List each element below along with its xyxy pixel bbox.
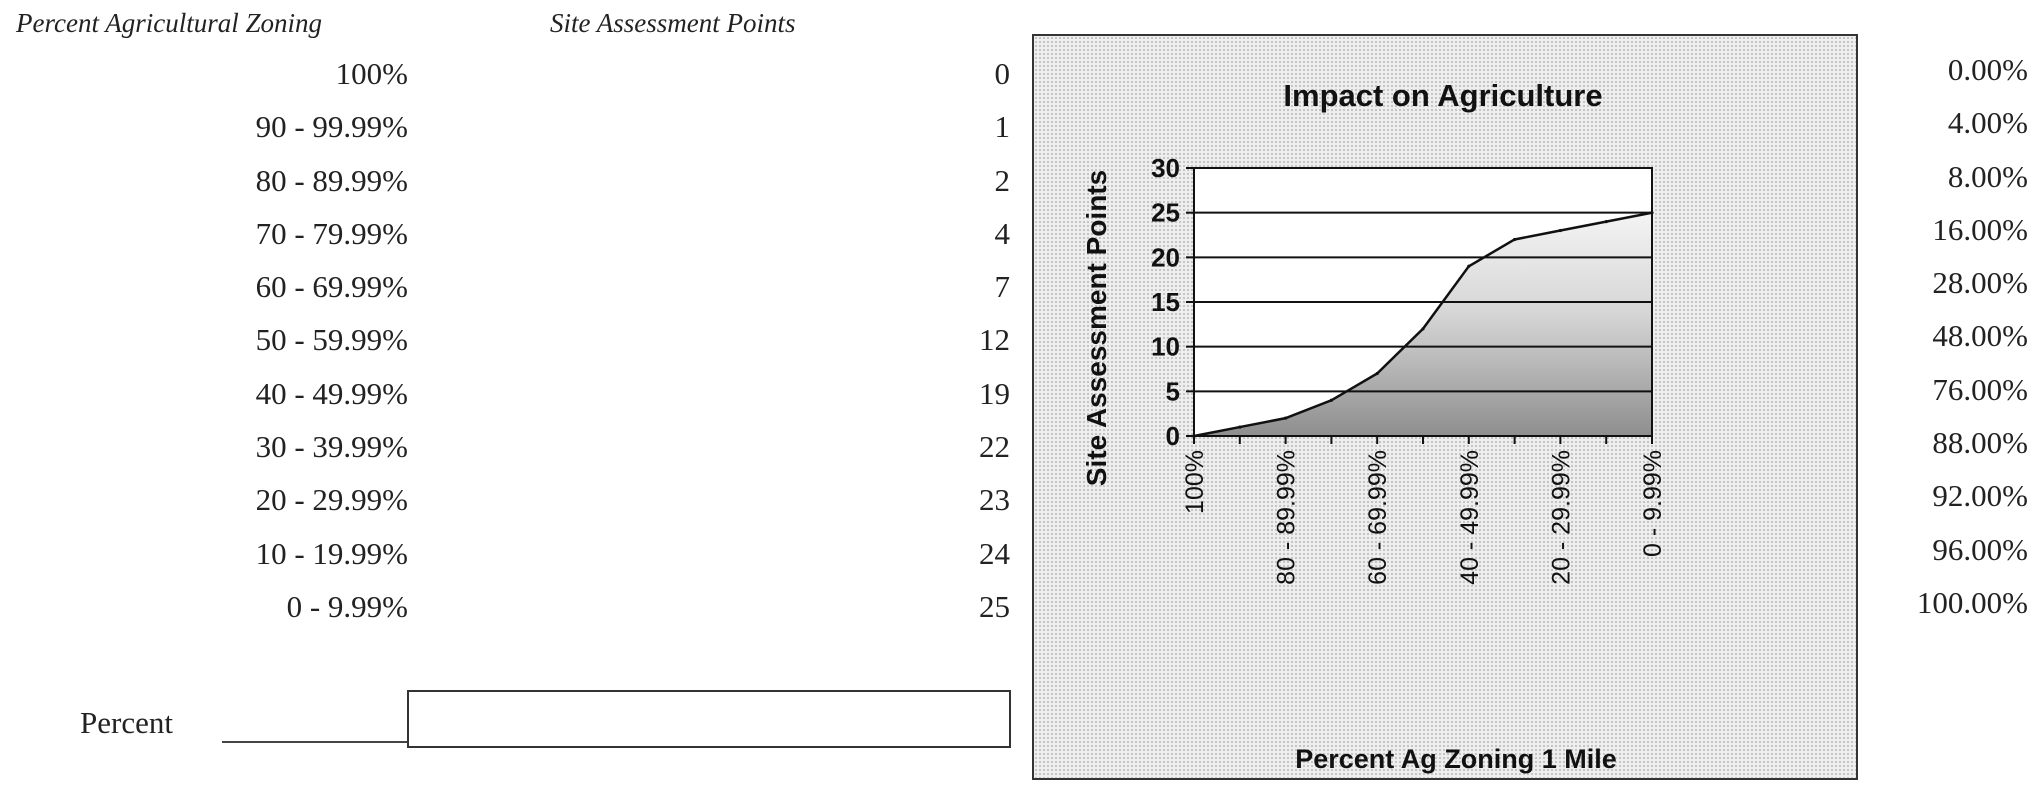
plot-area: 0 5 10 15 20 25 30 100% 80 - 89.99% 60 - 69.99% 40… bbox=[1151, 153, 1667, 585]
chart-title: Impact on Agriculture bbox=[1283, 78, 1602, 113]
zoning-table: 100% 0 90 - 99.99% 1 80 - 89.99% 2 70 - 79.… bbox=[0, 56, 1010, 642]
x-axis-label: Percent Ag Zoning 1 Mile bbox=[1295, 744, 1617, 774]
percentage-value: 100.00% bbox=[1916, 584, 2028, 620]
chart-frame: Impact on Agriculture Site Assessment Po… bbox=[1032, 34, 1858, 780]
range-cell: 50 - 59.99% bbox=[255, 322, 408, 358]
range-cell: 30 - 39.99% bbox=[255, 429, 408, 465]
y-tick-label: 0 bbox=[1166, 421, 1180, 451]
table-row: 30 - 39.99% 22 bbox=[0, 429, 1010, 482]
percent-underline bbox=[222, 741, 408, 743]
points-cell: 12 bbox=[979, 322, 1010, 358]
y-tick-label: 15 bbox=[1151, 287, 1180, 317]
data-point bbox=[1421, 327, 1425, 331]
percentage-list: 0.00% 4.00% 8.00% 16.00% 28.00% 48.00% 7… bbox=[1828, 52, 2028, 638]
data-point bbox=[1513, 237, 1517, 242]
range-cell: 60 - 69.99% bbox=[255, 269, 408, 305]
data-point bbox=[1375, 371, 1379, 376]
points-cell: 25 bbox=[979, 588, 1010, 624]
table-row: 40 - 49.99% 19 bbox=[0, 376, 1010, 429]
data-point bbox=[1329, 398, 1333, 402]
range-cell: 80 - 89.99% bbox=[255, 162, 408, 198]
x-tick-label: 60 - 69.99% bbox=[1364, 450, 1392, 585]
data-point bbox=[1284, 416, 1288, 420]
data-point bbox=[1558, 228, 1562, 233]
points-cell: 23 bbox=[979, 482, 1010, 518]
table-row: 60 - 69.99% 7 bbox=[0, 269, 1010, 322]
percent-input[interactable] bbox=[407, 690, 1011, 748]
range-cell: 10 - 19.99% bbox=[255, 535, 408, 571]
percentage-value: 16.00% bbox=[1932, 211, 2028, 247]
y-axis-label: Site Assessment Points bbox=[1081, 170, 1112, 486]
table-row: 90 - 99.99% 1 bbox=[0, 109, 1010, 162]
header-zoning: Percent Agricultural Zoning bbox=[16, 8, 322, 38]
impact-chart: Impact on Agriculture Site Assessment Po… bbox=[1081, 78, 1667, 774]
percentage-value: 96.00% bbox=[1932, 531, 2028, 567]
points-cell: 2 bbox=[994, 162, 1011, 198]
points-cell: 7 bbox=[994, 269, 1011, 305]
x-tick-label: 40 - 49.99% bbox=[1456, 450, 1484, 585]
range-cell: 70 - 79.99% bbox=[255, 215, 408, 251]
x-tick-label: 20 - 29.99% bbox=[1547, 450, 1575, 585]
table-row: 20 - 29.99% 23 bbox=[0, 482, 1010, 535]
table-row: 10 - 19.99% 24 bbox=[0, 536, 1010, 589]
percentage-value: 0.00% bbox=[1947, 52, 2028, 87]
x-tick-label: 80 - 89.99% bbox=[1273, 450, 1301, 585]
y-tick-label: 30 bbox=[1151, 153, 1180, 183]
data-point bbox=[1238, 425, 1242, 429]
data-point bbox=[1467, 264, 1471, 268]
points-cell: 22 bbox=[979, 429, 1010, 465]
x-tick-label: 0 - 9.99% bbox=[1639, 450, 1667, 557]
points-cell: 0 bbox=[994, 56, 1011, 91]
percent-label: Percent bbox=[80, 705, 173, 740]
percentage-value: 8.00% bbox=[1947, 158, 2028, 194]
percentage-value: 28.00% bbox=[1932, 265, 2028, 301]
table-row: 50 - 59.99% 12 bbox=[0, 322, 1010, 375]
table-row: 70 - 79.99% 4 bbox=[0, 216, 1010, 269]
table-row: 100% 0 bbox=[0, 56, 1010, 109]
range-cell: 100% bbox=[335, 56, 408, 91]
range-cell: 20 - 29.99% bbox=[255, 482, 408, 518]
y-tick-label: 5 bbox=[1166, 376, 1180, 406]
percentage-value: 4.00% bbox=[1947, 105, 2028, 141]
points-cell: 24 bbox=[979, 535, 1010, 571]
data-point bbox=[1650, 211, 1654, 215]
percentage-value: 48.00% bbox=[1932, 318, 2028, 354]
points-cell: 1 bbox=[994, 109, 1011, 145]
percentage-value: 76.00% bbox=[1932, 371, 2028, 407]
area-fill bbox=[1194, 212, 1652, 436]
y-tick-label: 20 bbox=[1151, 242, 1180, 272]
data-point bbox=[1604, 220, 1608, 224]
table-row: 0 - 9.99% 25 bbox=[0, 589, 1010, 642]
y-tick-label: 25 bbox=[1151, 198, 1180, 228]
range-cell: 0 - 9.99% bbox=[286, 588, 408, 624]
range-cell: 40 - 49.99% bbox=[255, 375, 408, 411]
table-row: 80 - 89.99% 2 bbox=[0, 163, 1010, 216]
range-cell: 90 - 99.99% bbox=[255, 109, 408, 145]
header-points: Site Assessment Points bbox=[550, 8, 796, 38]
points-cell: 4 bbox=[994, 215, 1011, 251]
points-cell: 19 bbox=[979, 375, 1010, 411]
percentage-value: 92.00% bbox=[1932, 478, 2028, 514]
x-tick-label: 100% bbox=[1181, 450, 1209, 514]
percentage-value: 88.00% bbox=[1932, 425, 2028, 461]
y-tick-label: 10 bbox=[1151, 332, 1180, 362]
